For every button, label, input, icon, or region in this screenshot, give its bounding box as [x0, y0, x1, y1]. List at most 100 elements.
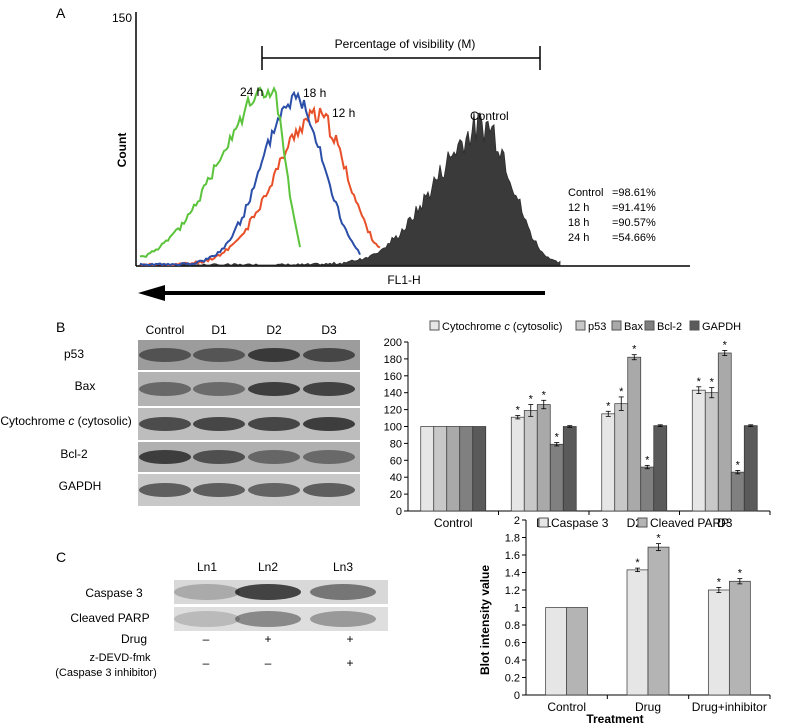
y-tick-label: 1 [514, 603, 520, 615]
significance-star: * [645, 454, 650, 466]
blot-band [248, 417, 300, 431]
blot-band [235, 584, 301, 600]
western-blot-c: Ln1 Ln2 Ln3 Caspase 3 Cleaved PARP Drug … [55, 560, 388, 679]
blot-row-label: Cleaved PARP [70, 611, 149, 625]
inhibitor-mark: – [203, 656, 210, 670]
label-24h: 24 h [240, 85, 263, 99]
legend-swatch [538, 517, 549, 528]
lane-label: D1 [211, 323, 227, 337]
western-blot-b: Control D1 D2 D3 p53 Bax Cytochrome c (c… [0, 323, 360, 506]
significance-star: * [738, 568, 743, 580]
bar [601, 413, 616, 512]
bar [653, 425, 668, 512]
blot-band [193, 382, 245, 396]
bracket-label: Percentage of visibility (M) [335, 37, 476, 51]
stat-name: 12 h [568, 202, 589, 214]
blot-row-label: p53 [64, 347, 84, 361]
stat-value: =90.57% [612, 217, 656, 229]
significance-star: * [723, 339, 728, 351]
bar [545, 607, 568, 696]
significance-star: * [632, 344, 637, 356]
bar [704, 392, 719, 512]
legend-label: GAPDH [702, 321, 741, 333]
cytochrome-italic-c: c [68, 414, 74, 428]
bar [627, 356, 642, 512]
lane-label: D3 [321, 323, 337, 337]
blot-row-label: Bcl-2 [60, 447, 88, 461]
legend-label: p53 [588, 321, 606, 333]
inhibitor-mark: + [346, 656, 353, 670]
panel-label-c: C [56, 549, 66, 565]
blot-band [174, 611, 240, 627]
legend-label: Bax [624, 321, 643, 333]
bar [614, 403, 629, 512]
y-tick-label: 1.2 [505, 585, 520, 597]
histogram-y-label: Count [115, 133, 129, 168]
legend-label: Caspase 3 [551, 516, 609, 530]
significance-star: * [516, 405, 521, 417]
inhibitor-label: (Caspase 3 inhibitor) [55, 667, 157, 679]
y-tick-label: 40 [390, 472, 402, 484]
significance-star: * [656, 533, 661, 545]
stat-value: =98.61% [612, 187, 656, 199]
legend-text: Cytochrome [442, 321, 504, 333]
stat-name: 18 h [568, 217, 589, 229]
y-tick-label: 20 [390, 489, 402, 501]
bar [730, 471, 745, 512]
visibility-bracket [261, 46, 541, 70]
blot-band [139, 382, 191, 396]
blot-bands [139, 348, 355, 497]
bar [626, 569, 649, 696]
legend-swatch [689, 320, 700, 331]
blot-row-label: Caspase 3 [85, 586, 143, 600]
bar [536, 404, 551, 512]
blot-band [303, 450, 355, 464]
bar [549, 443, 564, 512]
legend-swatch [575, 320, 586, 331]
bar [691, 389, 706, 512]
x-tick-label: Control [434, 516, 473, 530]
y-tick-label: 2 [514, 515, 520, 527]
bar [562, 426, 577, 512]
blot-intensity-chart: Caspase 3 Cleaved PARP Blot intensity va… [478, 515, 771, 725]
significance-star: * [555, 432, 560, 444]
chart-legend: Caspase 3 Cleaved PARP [538, 516, 729, 530]
stat-name: 24 h [568, 232, 589, 244]
blot-band [310, 584, 376, 600]
stat-value: =91.41% [612, 202, 656, 214]
histogram-x-label: FL1-H [387, 273, 420, 287]
x-tick-label: Drug+inhibitor [692, 700, 767, 714]
h12-histogram [139, 105, 381, 267]
inhibitor-label: z-DEVD-fmk [89, 652, 151, 664]
y-tick-label: 160 [384, 371, 402, 383]
protein-expression-chart: Cytochrome c (cytosolic) p53 Bax Bcl-2 G… [384, 320, 771, 530]
y-tick-label: 120 [384, 405, 402, 417]
y-tick-label: 1.8 [505, 533, 520, 545]
chart-y-label: Blot intensity value [478, 565, 492, 675]
panel-label-a: A [56, 5, 66, 21]
cytochrome-suffix: (cytosolic) [74, 414, 131, 428]
significance-star: * [697, 376, 702, 388]
significance-star: * [717, 576, 722, 588]
legend-swatch [637, 517, 648, 528]
legend-label: Cleaved PARP [650, 516, 729, 530]
legend-text: (cytosolic) [510, 321, 563, 333]
blot-band [139, 483, 191, 497]
h18-histogram [139, 90, 361, 267]
drug-label: Drug [121, 632, 147, 646]
bar [717, 352, 732, 512]
bar [523, 410, 538, 512]
blot-band [303, 417, 355, 431]
blot-row-label: GAPDH [59, 479, 102, 493]
stat-value: =54.66% [612, 232, 656, 244]
blot-band [174, 584, 240, 600]
y-tick-label: 0 [396, 506, 402, 518]
bar [707, 589, 730, 696]
y-tick-label: 180 [384, 354, 402, 366]
bar [433, 426, 448, 512]
y-tick-label: 1.4 [505, 568, 520, 580]
blot-band [235, 611, 301, 627]
blot-band [193, 348, 245, 362]
x-tick-label: Drug [635, 700, 661, 714]
